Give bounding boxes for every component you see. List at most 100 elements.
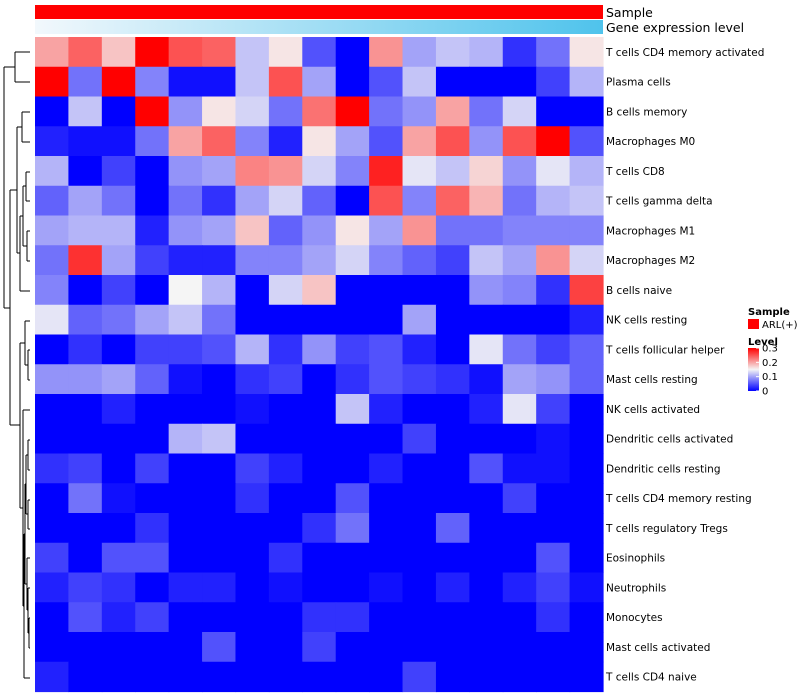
heatmap-cell [435, 126, 470, 157]
heatmap-cell [135, 661, 170, 693]
heatmap-cell [335, 275, 370, 306]
heatmap-cell [168, 275, 203, 306]
heatmap-cell [302, 453, 337, 484]
heatmap-cell [35, 334, 70, 365]
heatmap-cell [35, 513, 70, 544]
heatmap-cell [135, 483, 170, 514]
heatmap-cell [502, 453, 537, 484]
heatmap-cell [235, 394, 270, 425]
heatmap-cell [469, 275, 504, 306]
heatmap-cell [135, 394, 170, 425]
heatmap-cell [168, 423, 203, 455]
heatmap-cell [35, 304, 70, 336]
heatmap-cell [268, 215, 303, 246]
heatmap-cell [369, 423, 404, 455]
heatmap-cell [469, 245, 504, 276]
heatmap-cell [435, 37, 470, 68]
heatmap-cell [435, 215, 470, 246]
heatmap-cell [469, 215, 504, 246]
heatmap-cell [68, 96, 103, 127]
heatmap-cell [469, 572, 504, 603]
heatmap-cell [68, 364, 103, 395]
heatmap-cell [68, 572, 103, 603]
heatmap-cell [235, 304, 270, 336]
heatmap-cell [569, 96, 604, 127]
heatmap-cell [469, 96, 504, 127]
heatmap-cell [268, 513, 303, 544]
heatmap-cell [235, 275, 270, 306]
heatmap-cell [335, 66, 370, 98]
heatmap-cell [369, 37, 404, 68]
heatmap-cell [536, 275, 571, 306]
heatmap-cell [402, 156, 437, 187]
heatmap-cell [402, 245, 437, 276]
row-label: T cells follicular helper [605, 344, 725, 356]
heatmap-cell [268, 632, 303, 663]
heatmap-cell [268, 37, 303, 68]
heatmap-cell [68, 156, 103, 187]
heatmap-cell [402, 96, 437, 127]
heatmap-cell [536, 156, 571, 187]
heatmap-cell [235, 66, 270, 98]
heatmap-cell [68, 334, 103, 365]
legend-sample-title: Sample [748, 307, 790, 318]
heatmap-cell [268, 245, 303, 276]
heatmap-cell [302, 394, 337, 425]
heatmap-cell [101, 453, 136, 484]
heatmap-cell [469, 602, 504, 633]
heatmap-cell [68, 483, 103, 514]
heatmap-cell [35, 185, 70, 217]
heatmap-cell [135, 632, 170, 663]
heatmap-cell [168, 542, 203, 574]
heatmap-cell [469, 334, 504, 365]
heatmap-cell [369, 334, 404, 365]
row-label: Dendritic cells resting [606, 463, 721, 475]
heatmap-cell [569, 602, 604, 633]
heatmap-cell [435, 661, 470, 693]
heatmap-cell [35, 453, 70, 484]
heatmap-cell [235, 513, 270, 544]
heatmap-cell [402, 334, 437, 365]
heatmap-cell [68, 66, 103, 98]
sample-annotation-bar [35, 5, 603, 19]
heatmap-cell [235, 126, 270, 157]
heatmap-cell [435, 245, 470, 276]
heatmap-cell [402, 304, 437, 336]
heatmap-cell [402, 275, 437, 306]
heatmap-cell [435, 513, 470, 544]
heatmap-cell [502, 96, 537, 127]
heatmap-cell [536, 304, 571, 336]
heatmap-cell [202, 542, 237, 574]
heatmap-cell [168, 156, 203, 187]
heatmap-cell [402, 394, 437, 425]
heatmap-cell [135, 215, 170, 246]
heatmap-cell [235, 661, 270, 693]
heatmap-cell [68, 304, 103, 336]
heatmap-cell [168, 602, 203, 633]
row-label: Macrophages M2 [606, 255, 695, 267]
heatmap-cell [569, 394, 604, 425]
heatmap-cell [168, 37, 203, 68]
heatmap-cell [502, 572, 537, 603]
heatmap-cell [168, 661, 203, 693]
heatmap-cell [302, 245, 337, 276]
heatmap-cell [135, 37, 170, 68]
heatmap-cell [536, 483, 571, 514]
heatmap-cell [268, 66, 303, 98]
heatmap-cell [536, 453, 571, 484]
heatmap-cell [502, 513, 537, 544]
heatmap-cell [335, 394, 370, 425]
heatmap-cell [268, 661, 303, 693]
heatmap-cell [101, 334, 136, 365]
heatmap-cell [235, 483, 270, 514]
heatmap-cell [235, 423, 270, 455]
heatmap-cell [536, 334, 571, 365]
heatmap-cell [369, 304, 404, 336]
heatmap-cell [335, 215, 370, 246]
heatmap-cell [469, 185, 504, 217]
heatmap-cell [302, 423, 337, 455]
sample-annotation-label: Sample [606, 5, 653, 20]
heatmap-cell [235, 542, 270, 574]
heatmap-cell [101, 185, 136, 217]
heatmap-cell [536, 245, 571, 276]
